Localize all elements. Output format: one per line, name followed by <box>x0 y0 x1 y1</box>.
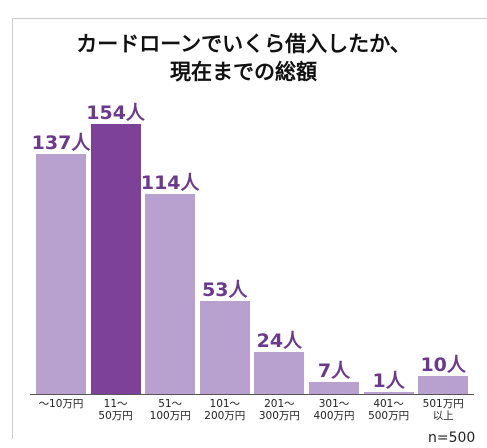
x-tick-label: 301〜 400万円 <box>313 398 355 422</box>
annotation: n=500 <box>428 430 476 446</box>
value-label: 154人 <box>86 102 145 124</box>
frame <box>12 18 487 439</box>
value-label: 53人 <box>202 279 248 302</box>
x-tick-label: 〜10万円 <box>38 398 84 410</box>
bar <box>418 376 469 394</box>
bar <box>254 351 305 394</box>
bar <box>145 194 196 394</box>
baseline <box>30 394 474 395</box>
value-label: 7人 <box>317 359 351 382</box>
bar <box>90 124 141 394</box>
bar <box>309 381 359 394</box>
x-tick-label: 101〜 200万円 <box>204 398 246 422</box>
bar <box>199 301 250 394</box>
value-label: 114人 <box>140 172 200 195</box>
x-tick-label: 51〜 100万円 <box>149 398 191 422</box>
x-tick-label: 11〜 50万円 <box>98 398 133 422</box>
x-tick-label: 501万円 以上 <box>422 398 464 422</box>
bar <box>363 392 414 394</box>
chart-title: カードローンでいくら借入したか、 現在までの総額 <box>76 32 411 84</box>
x-tick-label: 401〜 500万円 <box>368 398 410 422</box>
bar <box>36 153 86 394</box>
value-label: 1人 <box>372 370 405 393</box>
value-label: 24人 <box>256 329 303 352</box>
value-label: 10人 <box>420 354 466 377</box>
x-tick-label: 201〜 300万円 <box>258 398 300 422</box>
value-label: 137人 <box>31 131 91 154</box>
